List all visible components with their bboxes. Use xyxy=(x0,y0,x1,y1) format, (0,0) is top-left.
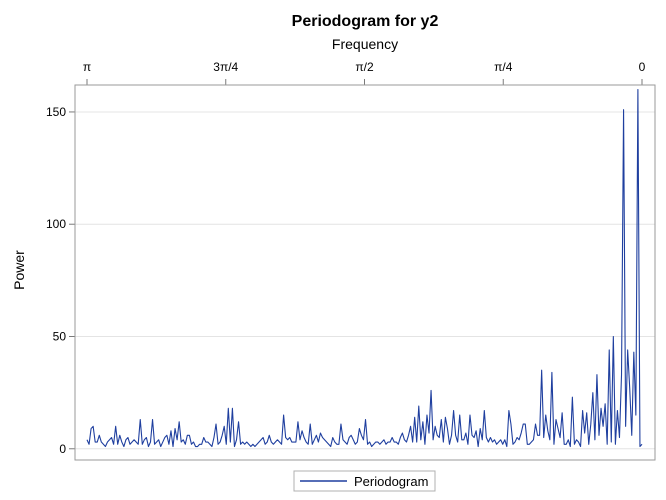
legend: Periodogram xyxy=(293,470,436,492)
x-axis-title: Frequency xyxy=(332,36,398,52)
series-line-periodogram xyxy=(86,88,643,448)
y-tick-label: 0 xyxy=(59,442,66,456)
x-tick-label: 0 xyxy=(639,60,646,74)
y-tick-label: 50 xyxy=(53,329,67,343)
legend-box xyxy=(293,470,436,492)
chart-title: Periodogram for y2 xyxy=(292,13,439,30)
x-tick-label: π/4 xyxy=(494,60,513,74)
plot-area xyxy=(86,88,643,448)
y-tick-label: 150 xyxy=(46,105,66,119)
y-axis: 0 50 100 150 xyxy=(46,105,75,456)
y-tick-label: 100 xyxy=(46,217,66,231)
gridlines xyxy=(75,111,655,450)
x-axis: π 3π/4 π/2 π/4 0 xyxy=(83,60,646,85)
plot-frame xyxy=(74,84,656,461)
legend-series-label: Periodogram xyxy=(354,474,428,489)
y-axis-title: Power xyxy=(11,250,27,290)
x-tick-label: 3π/4 xyxy=(213,60,238,74)
x-tick-label: π/2 xyxy=(355,60,374,74)
x-tick-label: π xyxy=(83,60,91,74)
